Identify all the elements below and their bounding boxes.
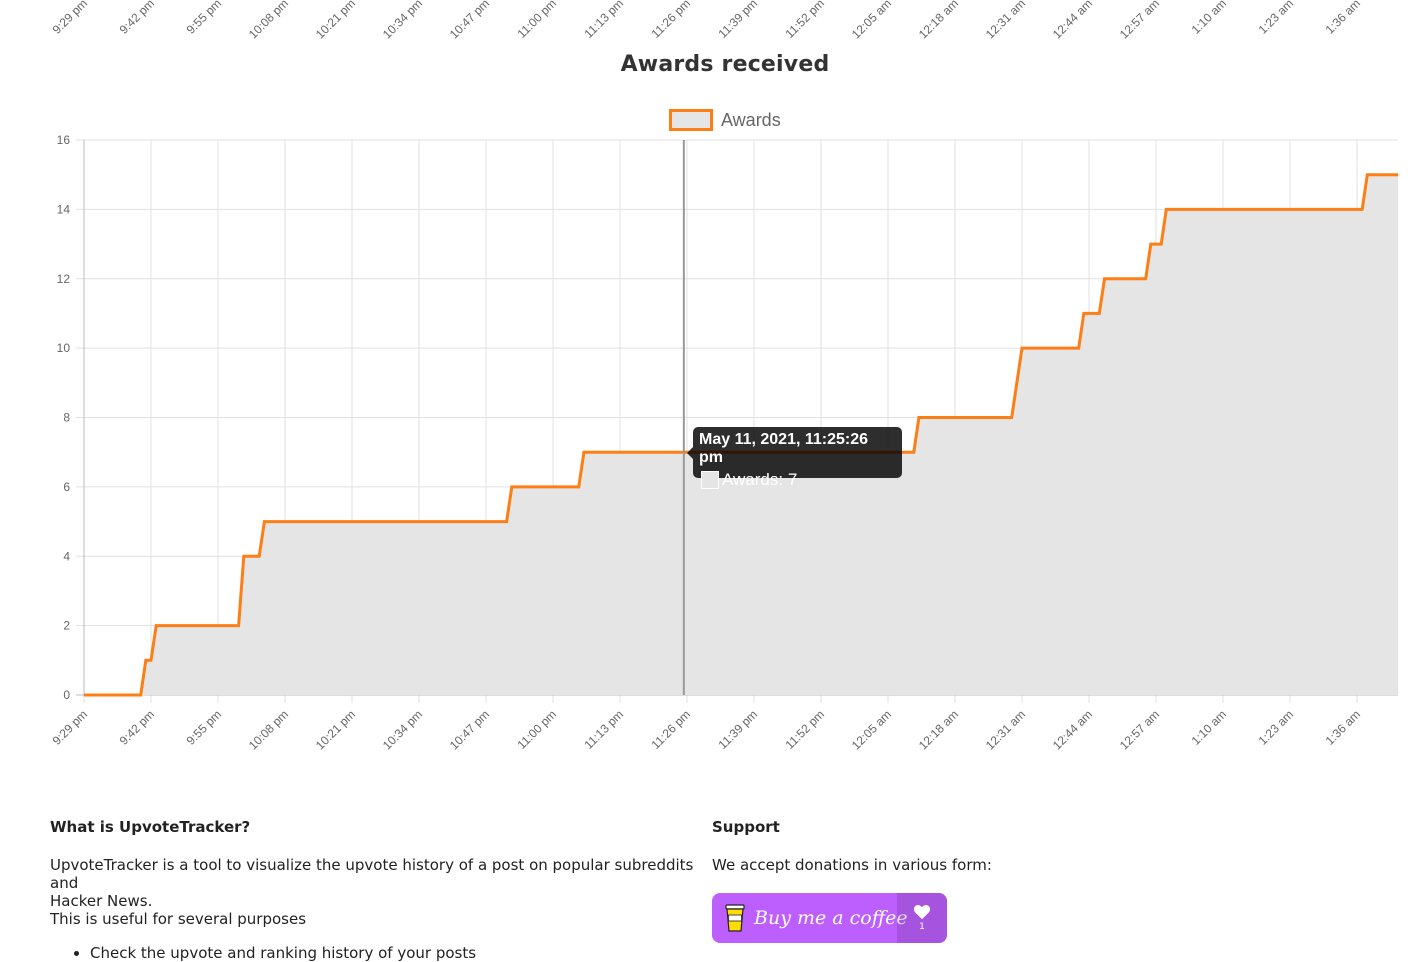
x-tick-label: 10:08 pm [246, 707, 291, 752]
top-x-tick-label: 9:29 pm [50, 0, 91, 37]
top-x-axis-remnant: 9:29 pm 9:42 pm 9:55 pm 10:08 pm 10:21 pm 10:… [50, 0, 1364, 40]
chart-legend[interactable]: Awards [669, 108, 781, 132]
top-x-tick-label: 1:36 am [1323, 0, 1364, 37]
x-tick-label: 12:44 am [1050, 707, 1095, 752]
x-tick-label: 12:18 am [916, 707, 961, 752]
top-x-tick-label: 12:44 am [1050, 0, 1095, 40]
x-tick-label: 1:10 am [1189, 707, 1230, 748]
top-x-tick-label: 9:55 pm [184, 0, 225, 37]
top-x-tick-label: 10:08 pm [246, 0, 291, 40]
x-tick-label: 1:36 am [1323, 707, 1364, 748]
y-tick-label: 0 [63, 688, 70, 702]
top-x-tick-label: 11:00 pm [514, 0, 559, 40]
y-tick-label: 16 [57, 133, 71, 147]
top-x-tick-label: 12:31 am [983, 0, 1028, 40]
awards-chart[interactable]: 0 2 4 6 8 10 12 14 16 9:29 pm 9:42 pm 9:55 pm 10:08 … [0, 125, 1428, 765]
series-area-awards [84, 174, 1399, 695]
y-tick-label: 8 [63, 411, 70, 425]
x-tick-label: 1:23 am [1256, 707, 1297, 748]
x-tick-label: 12:31 am [983, 707, 1028, 752]
tooltip-title: May 11, 2021, 11:25:26 pm [699, 431, 869, 466]
x-tick-label: 11:00 pm [514, 707, 559, 752]
heart-icon [913, 905, 931, 920]
top-x-tick-label: 11:52 pm [782, 0, 827, 40]
legend-swatch-awards [669, 109, 713, 131]
top-x-tick-label: 9:42 pm [117, 0, 158, 37]
x-tick-label: 10:34 pm [380, 707, 425, 752]
top-x-tick-label: 10:47 pm [447, 0, 492, 40]
x-tick-label: 11:39 pm [715, 707, 760, 752]
tooltip-swatch [701, 471, 719, 489]
coffee-heart-badge: 1 [897, 893, 947, 943]
top-x-tick-label: 12:57 am [1117, 0, 1162, 40]
x-tick-label: 9:55 pm [184, 707, 225, 748]
about-text-line-2: Hacker News. [50, 892, 153, 910]
coffee-count: 1 [919, 922, 925, 932]
x-tick-label: 10:47 pm [447, 707, 492, 752]
y-tick-label: 12 [57, 272, 71, 286]
support-text: We accept donations in various form: [712, 856, 992, 874]
about-section: What is UpvoteTracker? UpvoteTracker is … [50, 818, 710, 962]
x-tick-label: 11:52 pm [782, 707, 827, 752]
top-x-tick-label: 1:10 am [1189, 0, 1230, 37]
about-heading: What is UpvoteTracker? [50, 818, 251, 836]
x-tick-label: 11:26 pm [648, 707, 693, 752]
about-text-line-3: This is useful for several purposes [50, 910, 307, 928]
buy-me-a-coffee-label: Buy me a coffee [754, 907, 908, 929]
y-tick-label: 6 [63, 480, 70, 494]
top-x-tick-label: 12:18 am [916, 0, 961, 40]
buy-me-a-coffee-button[interactable]: Buy me a coffee 1 [712, 893, 947, 943]
top-x-tick-label: 10:21 pm [313, 0, 358, 40]
top-x-tick-label: 12:05 am [849, 0, 894, 40]
y-tick-label: 2 [63, 619, 70, 633]
coffee-cup-icon [725, 904, 745, 932]
x-tick-label: 12:05 am [849, 707, 894, 752]
top-x-tick-label: 1:23 am [1256, 0, 1297, 37]
tooltip-label: Awards: 7 [722, 470, 798, 489]
chart-tooltip: May 11, 2021, 11:25:26 pm Awards: 7 [687, 427, 902, 489]
y-tick-label: 14 [57, 202, 71, 216]
x-tick-label: 9:29 pm [50, 707, 91, 748]
chart-title: Awards received [620, 52, 830, 77]
tooltip-row: Awards: 7 [699, 470, 896, 490]
top-x-tick-label: 10:34 pm [380, 0, 425, 40]
support-section: Support We accept donations in various f… [712, 818, 1112, 943]
purpose-item: Check the upvote and ranking history of … [90, 944, 710, 962]
x-tick-label: 10:21 pm [313, 707, 358, 752]
top-x-tick-label: 11:13 pm [581, 0, 626, 40]
support-heading: Support [712, 818, 780, 836]
top-x-tick-label: 11:39 pm [715, 0, 760, 40]
x-tick-label: 11:13 pm [581, 707, 626, 752]
purpose-list: Check the upvote and ranking history of … [50, 944, 710, 962]
legend-label-awards: Awards [721, 109, 781, 130]
y-tick-label: 10 [57, 341, 71, 355]
x-tick-label: 12:57 am [1117, 707, 1162, 752]
top-x-tick-label: 11:26 pm [648, 0, 693, 40]
about-text-line-1: UpvoteTracker is a tool to visualize the… [50, 856, 694, 892]
x-tick-label: 9:42 pm [117, 707, 158, 748]
y-tick-label: 4 [63, 549, 70, 563]
